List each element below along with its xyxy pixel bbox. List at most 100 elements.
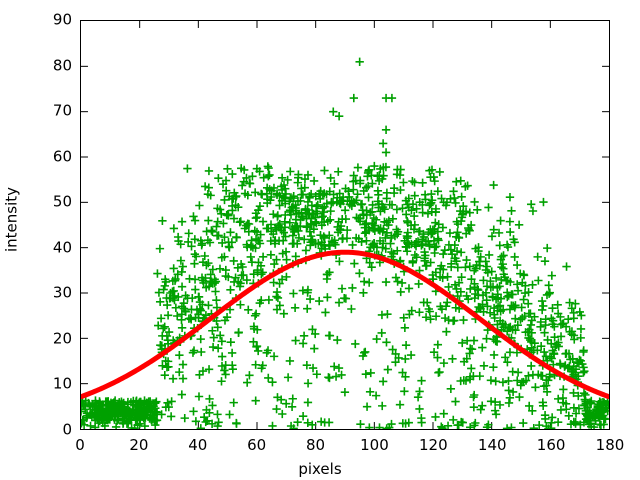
data-point <box>252 209 260 217</box>
data-point <box>576 421 584 429</box>
data-point <box>293 418 301 426</box>
data-point <box>304 286 312 294</box>
data-point <box>179 262 187 270</box>
data-point <box>178 218 186 226</box>
data-point <box>159 324 167 332</box>
data-point <box>242 221 250 229</box>
data-point <box>568 304 576 312</box>
data-point <box>557 406 565 414</box>
data-point <box>245 371 253 379</box>
data-point <box>315 297 323 305</box>
data-point <box>569 355 577 363</box>
data-point <box>356 176 364 184</box>
data-point <box>367 369 375 377</box>
data-point <box>410 212 418 220</box>
data-point <box>430 243 438 251</box>
data-point <box>243 276 251 284</box>
data-point <box>249 338 257 346</box>
data-point <box>564 315 572 323</box>
data-point <box>253 213 261 221</box>
data-point <box>263 184 271 192</box>
data-point <box>205 183 213 191</box>
data-point <box>252 310 260 318</box>
data-point <box>231 273 239 281</box>
data-point <box>335 112 343 120</box>
data-point <box>251 226 259 234</box>
data-point <box>127 424 135 429</box>
data-point <box>312 192 320 200</box>
data-point <box>457 273 465 281</box>
data-point <box>264 162 272 170</box>
data-point <box>338 235 346 243</box>
data-point <box>269 210 277 218</box>
data-point <box>210 333 218 341</box>
data-point <box>368 179 376 187</box>
data-point <box>209 265 217 273</box>
data-point <box>394 228 402 236</box>
data-point <box>234 329 242 337</box>
data-point <box>255 167 263 175</box>
data-point <box>519 270 527 278</box>
data-point <box>452 304 460 312</box>
data-point <box>548 304 556 312</box>
data-point <box>342 215 350 223</box>
data-point <box>311 213 319 221</box>
data-point <box>263 349 271 357</box>
data-point <box>275 237 283 245</box>
data-point <box>347 305 355 313</box>
data-point <box>220 253 228 261</box>
data-point <box>414 393 422 401</box>
data-point <box>434 187 442 195</box>
data-point <box>409 257 417 265</box>
data-point <box>306 227 314 235</box>
data-point <box>386 200 394 208</box>
data-point <box>189 348 197 356</box>
data-point <box>159 285 167 293</box>
data-point <box>175 351 183 359</box>
data-point <box>417 418 425 426</box>
data-point <box>582 410 590 418</box>
data-point <box>496 301 504 309</box>
data-point <box>496 216 504 224</box>
data-point <box>275 201 283 209</box>
data-point <box>319 212 327 220</box>
data-point <box>539 302 547 310</box>
data-point <box>398 279 406 287</box>
data-point <box>327 199 335 207</box>
data-point <box>421 191 429 199</box>
data-point <box>499 323 507 331</box>
data-point <box>509 388 517 396</box>
data-point <box>338 284 346 292</box>
data-point <box>470 198 478 206</box>
data-point <box>132 401 140 409</box>
data-point <box>197 335 205 343</box>
data-point <box>273 393 281 401</box>
data-point <box>436 168 444 176</box>
data-point <box>565 350 573 358</box>
data-point <box>541 411 549 419</box>
data-point <box>425 305 433 313</box>
data-point <box>499 378 507 386</box>
data-point <box>449 187 457 195</box>
x-tick-label: 160 <box>536 436 566 454</box>
data-point <box>353 190 361 198</box>
data-point <box>307 190 315 198</box>
data-point <box>228 361 236 369</box>
data-point <box>102 406 110 414</box>
data-point <box>398 204 406 212</box>
data-point <box>329 107 337 115</box>
data-point <box>254 236 262 244</box>
data-point <box>230 278 238 286</box>
data-point <box>222 187 230 195</box>
data-point <box>393 205 401 213</box>
data-point <box>382 126 390 134</box>
data-point <box>469 393 477 401</box>
data-point <box>359 210 367 218</box>
data-point <box>289 202 297 210</box>
data-point <box>383 229 391 237</box>
data-point <box>296 216 304 224</box>
data-point <box>448 355 456 363</box>
data-point <box>514 321 522 329</box>
data-point <box>573 358 581 366</box>
data-point <box>462 256 470 264</box>
